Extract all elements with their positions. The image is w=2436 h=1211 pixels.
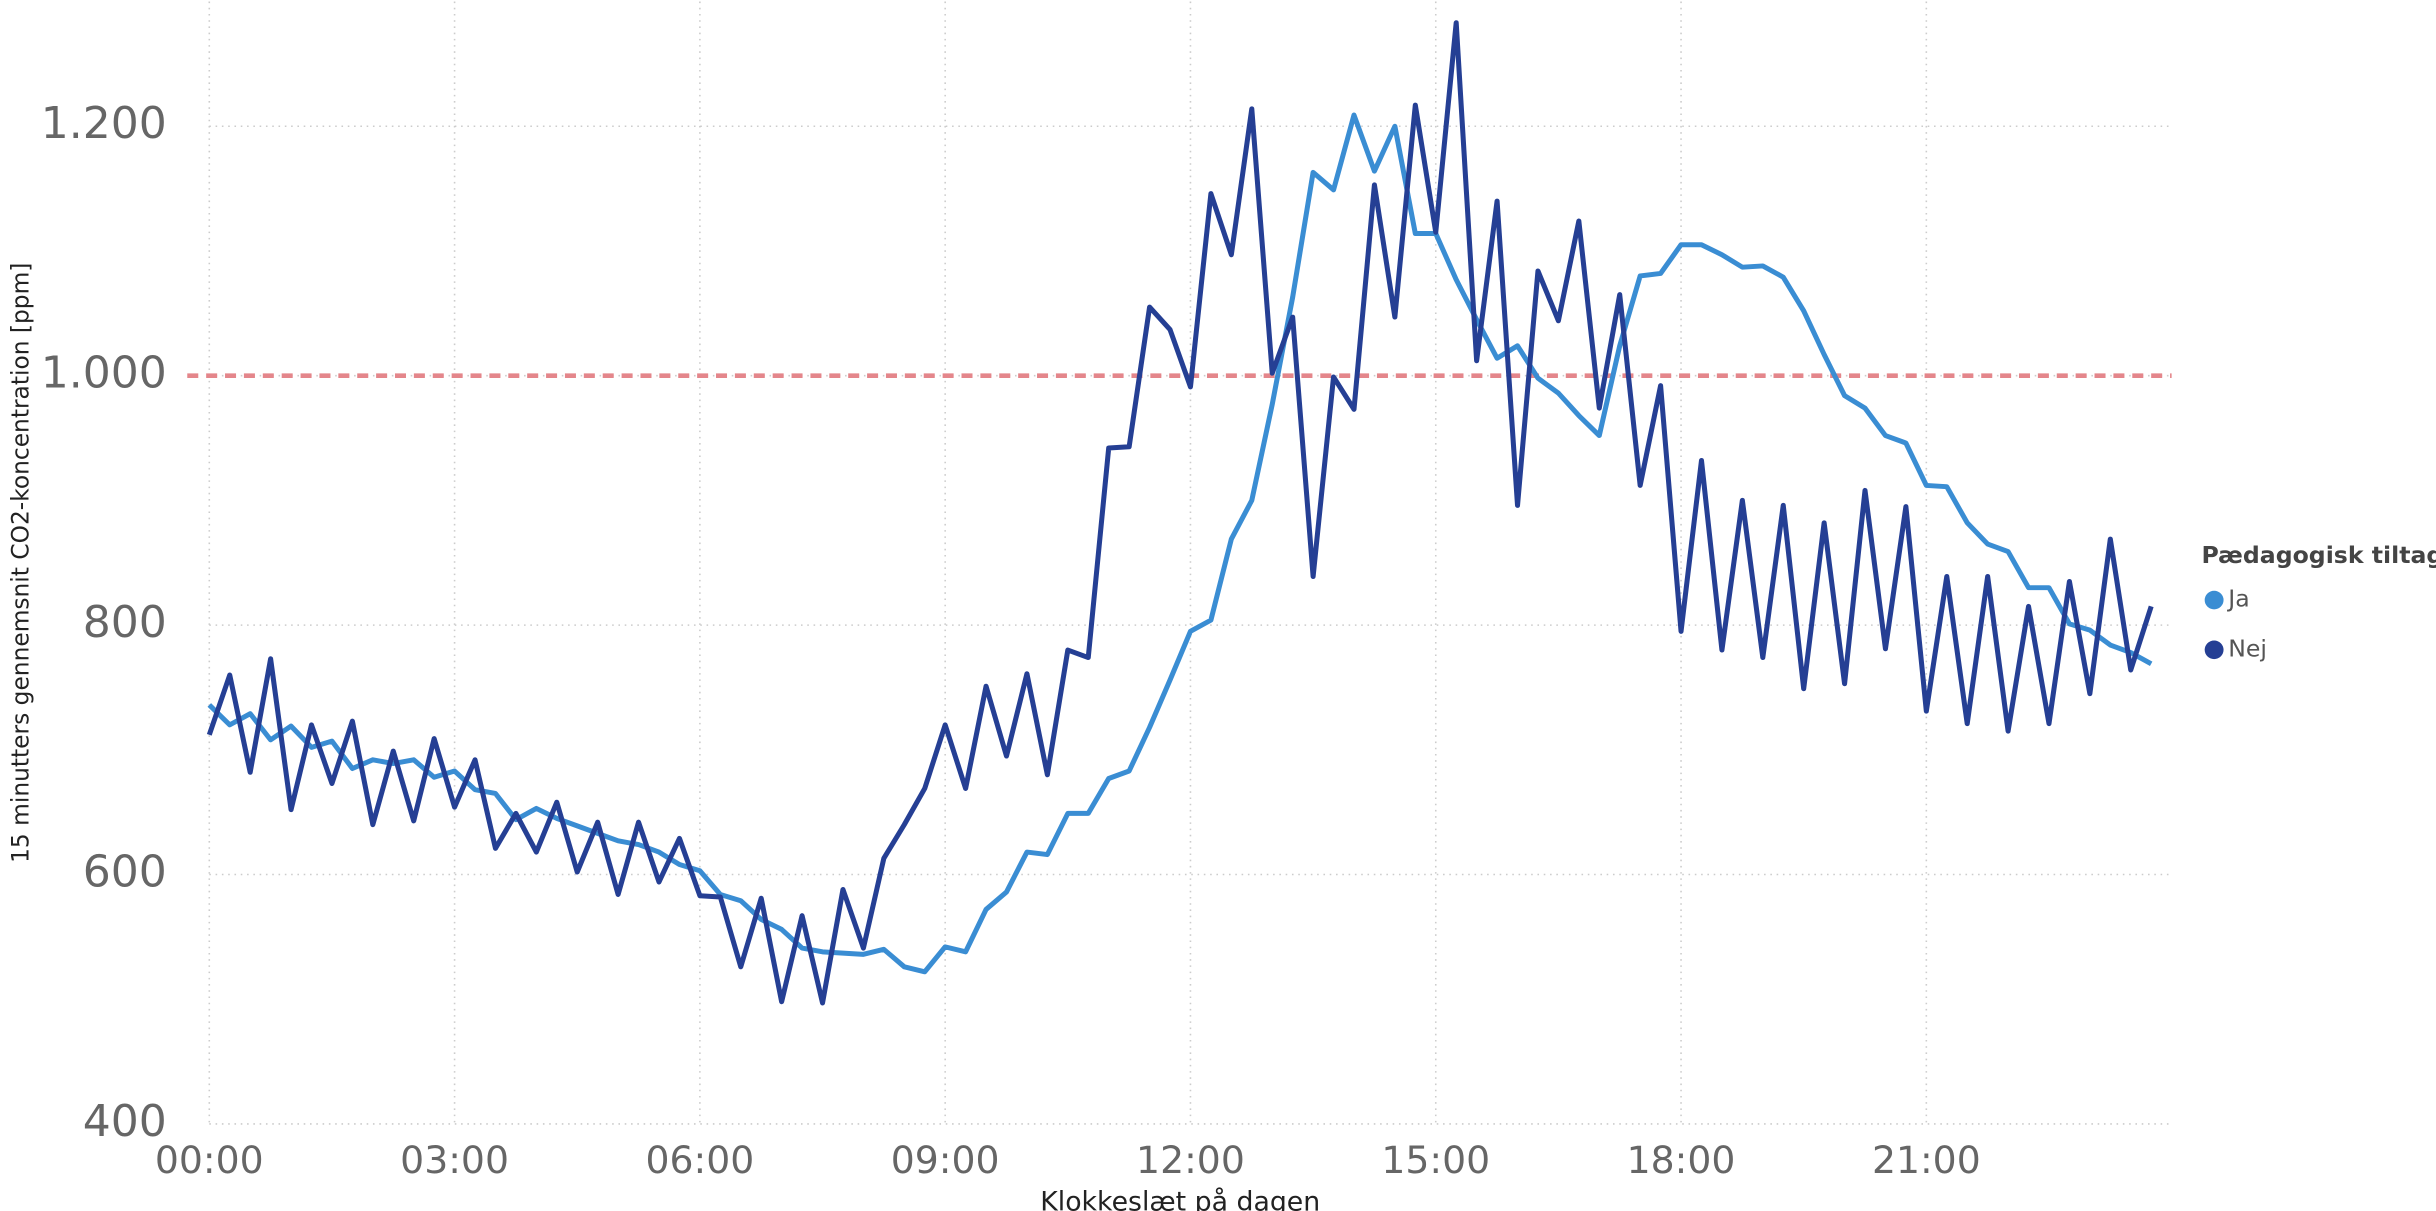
- x-tick-label: 12:00: [1136, 1138, 1245, 1182]
- x-tick-label: 03:00: [400, 1138, 509, 1182]
- x-tick-label: 15:00: [1381, 1138, 1490, 1182]
- x-axis-label: Klokkeslæt på dagen: [1040, 1187, 1320, 1211]
- x-tick-label: 21:00: [1872, 1138, 1981, 1182]
- x-tick-label: 06:00: [645, 1138, 754, 1182]
- y-tick-label: 600: [83, 847, 167, 898]
- series-line: [206, 20, 2154, 1006]
- legend-marker: [2204, 640, 2224, 660]
- x-tick-label: 18:00: [1627, 1138, 1736, 1182]
- legend-title: Pædagogisk tiltag: [2202, 541, 2436, 569]
- legend-label: Ja: [2226, 585, 2249, 613]
- legend-marker: [2204, 590, 2224, 610]
- legend-label: Nej: [2228, 634, 2267, 662]
- y-tick-label: 1.000: [41, 348, 167, 399]
- y-tick-label: 400: [83, 1096, 167, 1147]
- series-line: [207, 112, 2153, 975]
- x-tick-label: 09:00: [891, 1138, 1000, 1182]
- y-tick-label: 1.200: [41, 98, 167, 149]
- y-axis-label: 15 minutters gennemsnit CO2-koncentratio…: [6, 263, 34, 863]
- y-tick-label: 800: [83, 597, 167, 648]
- x-tick-label: 00:00: [155, 1138, 264, 1182]
